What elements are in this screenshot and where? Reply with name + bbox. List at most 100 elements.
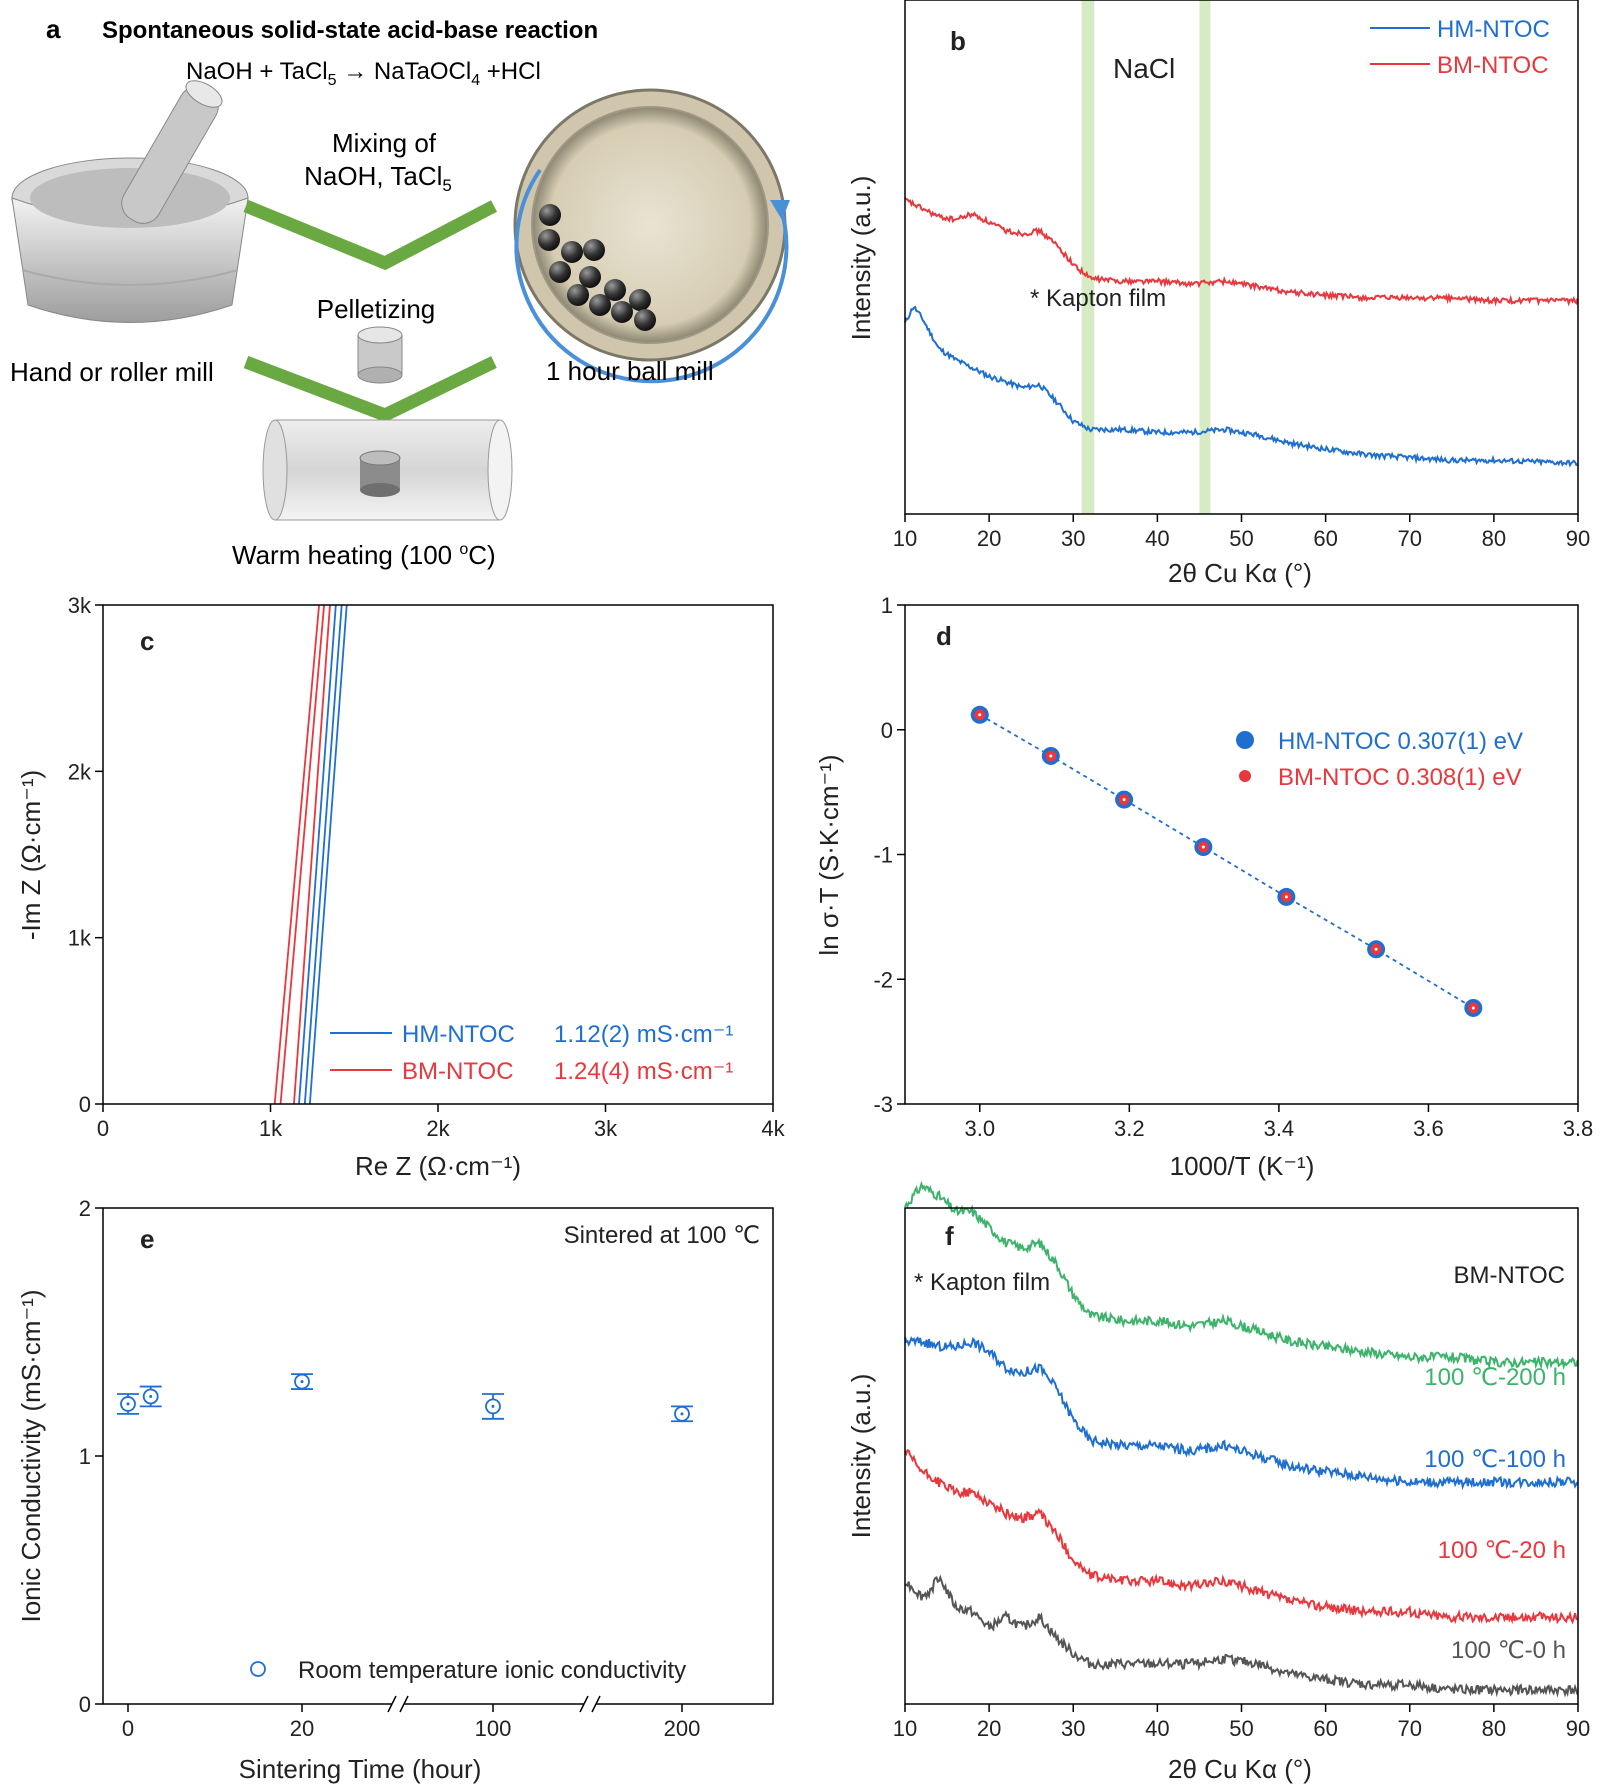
panel-letter-f: f — [945, 1221, 954, 1251]
legend-label-b: BM-NTOC — [1437, 52, 1549, 79]
curve-label-f: 100 ℃-20 h — [1438, 1537, 1566, 1564]
panel-b-xtick-label: 50 — [1229, 526, 1253, 551]
axis-break-mark — [387, 1695, 397, 1713]
panel-e-xtick-label: 100 — [475, 1716, 512, 1741]
step-pelletizing: Pelletizing — [317, 294, 436, 324]
panel-f-ylabel: Intensity (a.u.) — [846, 1374, 876, 1539]
legend-marker-d — [1239, 770, 1251, 782]
panel-e-xlabel: Sintering Time (hour) — [239, 1754, 482, 1784]
panel-b-xtick-label: 20 — [977, 526, 1001, 551]
panel-c-xtick-label: 0 — [97, 1116, 109, 1141]
xrd-curve-bm-ntoc — [904, 197, 1579, 307]
panel-c-xlabel: Re Z (Ω·cm⁻¹) — [355, 1151, 521, 1181]
legend-label-d: HM-NTOC 0.307(1) eV — [1278, 728, 1523, 755]
panel-b-xtick-label: 90 — [1566, 526, 1590, 551]
step-mixing-line2: NaOH, TaCl5 — [304, 161, 452, 195]
arrhenius-point-center — [978, 713, 982, 717]
panel-d-xtick-label: 3.4 — [1264, 1116, 1295, 1141]
panel-e-xtick-label: 200 — [664, 1716, 701, 1741]
legend-label-d: BM-NTOC 0.308(1) eV — [1278, 764, 1522, 791]
nacl-band — [1199, 0, 1211, 514]
panel-b-xtick-label: 60 — [1313, 526, 1337, 551]
impedance-line-bm-ntoc — [273, 604, 320, 1105]
panel-d-ytick-label: -1 — [873, 843, 893, 868]
panel-d-ytick-label: 1 — [881, 593, 893, 618]
curve-label-f: 100 ℃-200 h — [1424, 1364, 1566, 1391]
panel-f-xlabel: 2θ Cu Kα (°) — [1168, 1754, 1312, 1784]
panel-f-xtick-label: 70 — [1398, 1716, 1422, 1741]
nacl-band — [1081, 0, 1095, 514]
panel-letter-d: d — [936, 621, 952, 651]
panel-f-xtick-label: 90 — [1566, 1716, 1590, 1741]
legend-name-c: HM-NTOC — [402, 1021, 515, 1048]
panel-c-ylabel: -Im Z (Ω·cm⁻¹) — [16, 770, 46, 940]
panel-c-xtick-label: 1k — [259, 1116, 283, 1141]
panel-e-frame — [102, 1207, 774, 1705]
panel-b-xtick-label: 30 — [1061, 526, 1085, 551]
panel-e-xtick-label: 0 — [122, 1716, 134, 1741]
step-mixing-line1: Mixing of — [332, 128, 437, 158]
conductivity-point-center — [680, 1412, 684, 1416]
reaction-equation: NaOH + TaCl5 → NaTaOCl4 +HCl — [186, 58, 541, 89]
legend-name-c: BM-NTOC — [402, 1058, 514, 1085]
conductivity-point-center — [491, 1404, 495, 1408]
panel-c-ytick-label: 3k — [68, 593, 92, 618]
panel-b-xtick-label: 80 — [1482, 526, 1506, 551]
curve-label-f: 100 ℃-0 h — [1451, 1637, 1566, 1664]
arrhenius-point-center — [1122, 798, 1126, 802]
legend-label-e: Room temperature ionic conductivity — [298, 1657, 686, 1684]
panel-d-xtick-label: 3.6 — [1413, 1116, 1444, 1141]
panel-d-frame — [904, 604, 1579, 1105]
mortar-pestle-illustration — [11, 80, 249, 323]
panel-letter-a: a — [46, 14, 61, 44]
mortar-caption: Hand or roller mill — [10, 357, 214, 387]
axis-break-gap — [392, 1696, 404, 1712]
xrd-curve-f-1 — [904, 1336, 1579, 1491]
panel-f-xtick-label: 80 — [1482, 1716, 1506, 1741]
curve-label-f: 100 ℃-100 h — [1424, 1446, 1566, 1473]
axis-break-gap — [584, 1696, 596, 1712]
panel-e-ylabel: Ionic Conductivity (mS·cm⁻¹) — [16, 1290, 46, 1623]
axis-break-mark — [399, 1695, 409, 1713]
conductivity-point-center — [149, 1394, 153, 1398]
chevron-arrow-1 — [243, 199, 498, 271]
panel-f-xtick-label: 40 — [1145, 1716, 1169, 1741]
panel-letter-c: c — [140, 626, 154, 656]
heating-tube-illustration — [262, 419, 513, 521]
panel-c-ytick-label: 0 — [79, 1092, 91, 1117]
panel-b-ylabel: Intensity (a.u.) — [846, 176, 876, 341]
legend-marker-e — [250, 1661, 266, 1677]
xrd-curve-f-3 — [904, 1574, 1579, 1698]
rotation-arrow-arc — [514, 168, 789, 384]
panel-d-xtick-label: 3.2 — [1114, 1116, 1145, 1141]
panel-b-xtick-label: 40 — [1145, 526, 1169, 551]
panel-d-xtick-label: 3.0 — [964, 1116, 995, 1141]
panel-c-xtick-label: 2k — [426, 1116, 450, 1141]
panel-d-ytick-label: -2 — [873, 967, 893, 992]
kapton-annotation-f: * Kapton film — [914, 1269, 1050, 1296]
legend-value-c: 1.24(4) mS·cm⁻¹ — [554, 1058, 733, 1085]
panel-d-xlabel: 1000/T (K⁻¹) — [1170, 1151, 1315, 1181]
arrhenius-point-center — [1374, 947, 1378, 951]
chevron-arrow-2 — [243, 355, 497, 423]
panel-f-xtick-label: 20 — [977, 1716, 1001, 1741]
panel-e-ytick-label: 2 — [79, 1196, 91, 1221]
panel-c-xtick-label: 4k — [761, 1116, 785, 1141]
panel-f-heading: BM-NTOC — [1453, 1262, 1565, 1289]
panel-c-ytick-label: 2k — [68, 759, 92, 784]
step-warm-heating: Warm heating (100 oC) — [232, 540, 496, 570]
impedance-line-hm-ntoc — [308, 604, 348, 1105]
xrd-curve-f-0 — [904, 1180, 1579, 1370]
arrhenius-point-center — [1049, 754, 1053, 758]
arrhenius-point-center — [1201, 845, 1205, 849]
axis-break-mark — [579, 1695, 589, 1713]
sintered-note: Sintered at 100 ℃ — [564, 1222, 760, 1249]
impedance-line-bm-ntoc — [279, 604, 325, 1105]
panel-b-xlabel: 2θ Cu Kα (°) — [1168, 558, 1312, 588]
arrhenius-point-center — [1284, 895, 1288, 899]
milling-balls — [538, 204, 656, 331]
pellet-illustration — [357, 326, 403, 384]
panel-d-xtick-label: 3.8 — [1563, 1116, 1594, 1141]
